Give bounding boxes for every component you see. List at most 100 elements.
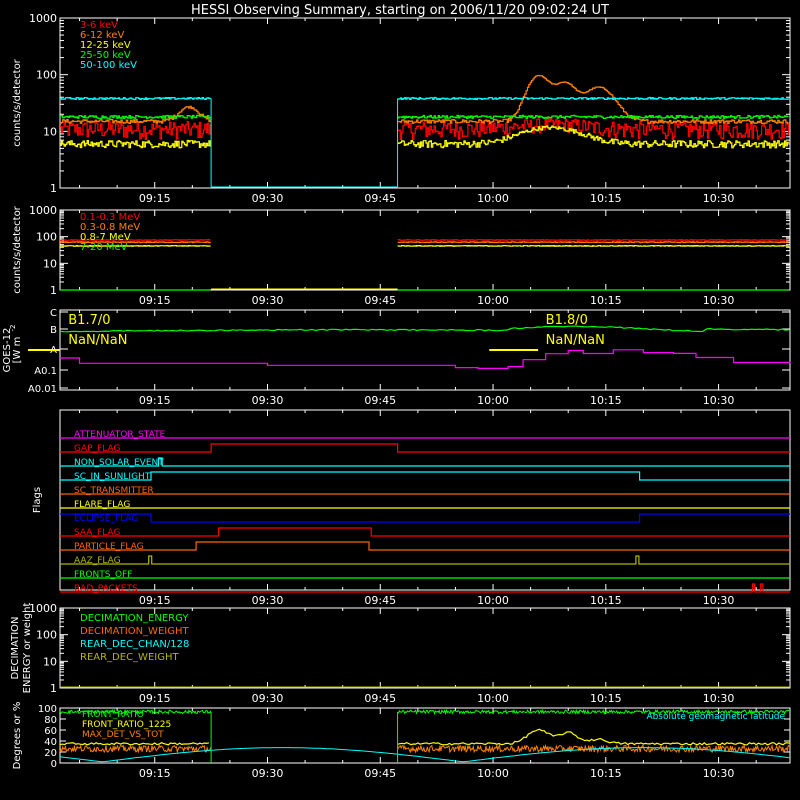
goes-class-label: A0.1 <box>34 366 57 377</box>
x-tick-label: 09:15 <box>139 594 171 607</box>
flag-label: ECLIPSE_FLAG <box>74 514 138 524</box>
goes-class-label: B <box>50 325 57 336</box>
flag-non-solar-event-line <box>60 457 790 467</box>
x-tick-label: 10:15 <box>590 192 622 205</box>
series-front-ratio-line <box>59 708 790 716</box>
x-tick-label: 09:15 <box>139 767 171 780</box>
y-axis-label: DECIMATION <box>10 616 21 679</box>
y-tick-label: 0 <box>51 759 57 770</box>
geomagnetic-latitude-note: Absolute geomagnetic latitude <box>646 712 785 722</box>
y-axis-label: GOES-12 <box>2 328 13 373</box>
flag-label: GAP_FLAG <box>74 444 120 454</box>
panel-lc2: 09:15 09:30 09:45 10:00 10:15 10:30 1 10 100 1000… <box>12 204 791 307</box>
y-tick-label: 40 <box>44 737 57 748</box>
panels: 09:15 09:30 09:45 10:00 10:15 10:301101001000… <box>2 12 791 780</box>
flag-eclipse-flag-line <box>60 513 790 523</box>
goes-long-flux-line <box>59 325 790 333</box>
x-tick-label: 10:00 <box>477 692 509 705</box>
x-tick-label: 10:30 <box>703 767 735 780</box>
x-tick-label: 10:00 <box>477 767 509 780</box>
flag-label: ATTENUATOR_STATE <box>74 430 166 440</box>
y-axis-label: counts/s/detector <box>12 58 23 146</box>
x-tick-label: 10:30 <box>703 192 735 205</box>
panel-flags: 09:15 09:30 09:45 10:00 10:15 10:30 Flags ATTEN… <box>32 409 791 607</box>
x-tick-label: 10:15 <box>590 594 622 607</box>
flag-bad-packets-line <box>60 583 790 593</box>
x-tick-label: 09:45 <box>364 394 396 407</box>
series-front-ratio-1225-line <box>59 728 791 746</box>
legend-entry: 0.3-0.8 MeV <box>80 222 140 233</box>
x-tick-label: 10:00 <box>477 394 509 407</box>
panel-frame <box>59 409 791 591</box>
series-50-100-keV-line <box>60 96 790 101</box>
flag-label: NON_SOLAR_EVENT <box>74 458 164 468</box>
flag-saa-flag-line <box>60 527 790 537</box>
legend-entry: DECIMATION_WEIGHT <box>80 626 189 637</box>
y-tick-label: 1000 <box>29 602 57 615</box>
x-tick-label: 09:30 <box>252 394 284 407</box>
y-axis-unit-superscript: -2 <box>9 325 17 332</box>
flag-particle-flag-line <box>60 541 790 551</box>
y-tick-label: 1 <box>50 284 57 297</box>
legend-entry: 0.8-7 MeV <box>80 232 131 243</box>
x-tick-label: 09:15 <box>139 692 171 705</box>
x-tick-label: 10:30 <box>703 692 735 705</box>
series-12-25-keV-line <box>60 125 790 149</box>
y-axis-label: ENERGY or weight <box>22 603 33 694</box>
y-tick-label: 80 <box>44 715 57 726</box>
x-tick-label: 10:15 <box>590 294 622 307</box>
y-tick-label: 20 <box>44 748 57 759</box>
x-tick-label: 09:15 <box>139 394 171 407</box>
goes-class-label: A0.01 <box>28 384 57 395</box>
legend-entry: 3-6 keV <box>80 20 118 31</box>
series-0-8-7-MeV-line <box>60 245 790 247</box>
panel-frame <box>59 17 791 189</box>
legend-entry: 12-25 keV <box>80 40 131 51</box>
legend-entry: 50-100 keV <box>80 60 137 71</box>
y-tick-label: 1000 <box>29 12 57 25</box>
x-tick-label: 09:15 <box>139 294 171 307</box>
legend-entry: MAX_DET_VS_TOT <box>82 730 164 740</box>
x-tick-label: 09:45 <box>364 294 396 307</box>
x-tick-label: 10:15 <box>590 692 622 705</box>
series-0-3-0-8-MeV-line <box>60 241 789 244</box>
legend-entry: REAR_DEC_WEIGHT <box>80 652 179 663</box>
y-tick-label: 10 <box>43 655 57 668</box>
x-tick-label: 10:15 <box>590 394 622 407</box>
x-tick-label: 09:45 <box>364 767 396 780</box>
x-tick-label: 09:30 <box>252 294 284 307</box>
y-axis-unit-label: [W m <box>12 337 23 364</box>
panel-dec: 09:15 09:30 09:45 10:00 10:15 10:30 1 10 100 1000… <box>10 602 791 705</box>
figure-title: HESSI Observing Summary, starting on 200… <box>191 3 609 18</box>
y-tick-label: 100 <box>36 231 57 244</box>
flag-label: PARTICLE_FLAG <box>74 542 144 552</box>
series-0-1-0-3-MeV-line <box>60 239 790 241</box>
flag-label: SC_IN_SUNLIGHT <box>74 472 151 482</box>
goes-annotation: NaN/NaN <box>546 333 605 348</box>
panel-goes: 09:1509:3009:4510:0010:1510:30CBAA0.1A0.… <box>2 308 791 407</box>
flag-label: BAD_PACKETS <box>74 584 138 594</box>
y-tick-label: 1000 <box>29 204 57 217</box>
goes-annotation: NaN/NaN <box>68 333 127 348</box>
x-tick-label: 10:15 <box>590 767 622 780</box>
legend-entry: 0.1-0.3 MeV <box>80 212 140 223</box>
y-tick-label: 1 <box>50 682 57 695</box>
x-tick-label: 09:30 <box>252 692 284 705</box>
flag-label: AAZ_FLAG <box>74 556 121 566</box>
goes-annotation: B1.8/0 <box>546 313 588 328</box>
y-tick-label: 60 <box>44 726 57 737</box>
flag-aaz-flag-line <box>60 555 790 565</box>
legend-entry: REAR_DEC_CHAN/128 <box>80 639 189 650</box>
x-tick-label: 10:30 <box>703 294 735 307</box>
y-axis-label: counts/s/detector <box>12 205 23 293</box>
x-tick-label: 09:30 <box>252 192 284 205</box>
flag-label: SC_TRANSMITTER <box>74 486 154 496</box>
legend-entry: 7-20 MeV <box>80 242 128 253</box>
series-25-50-keV-line <box>60 114 789 119</box>
series-max-det-vs-tot-line <box>59 743 790 754</box>
panel-frame <box>59 707 791 764</box>
y-tick-label: 100 <box>36 69 57 82</box>
x-tick-label: 10:00 <box>477 294 509 307</box>
legend-entry: DECIMATION_ENERGY <box>80 613 189 624</box>
flag-label: FRONTS_OFF <box>74 570 132 580</box>
